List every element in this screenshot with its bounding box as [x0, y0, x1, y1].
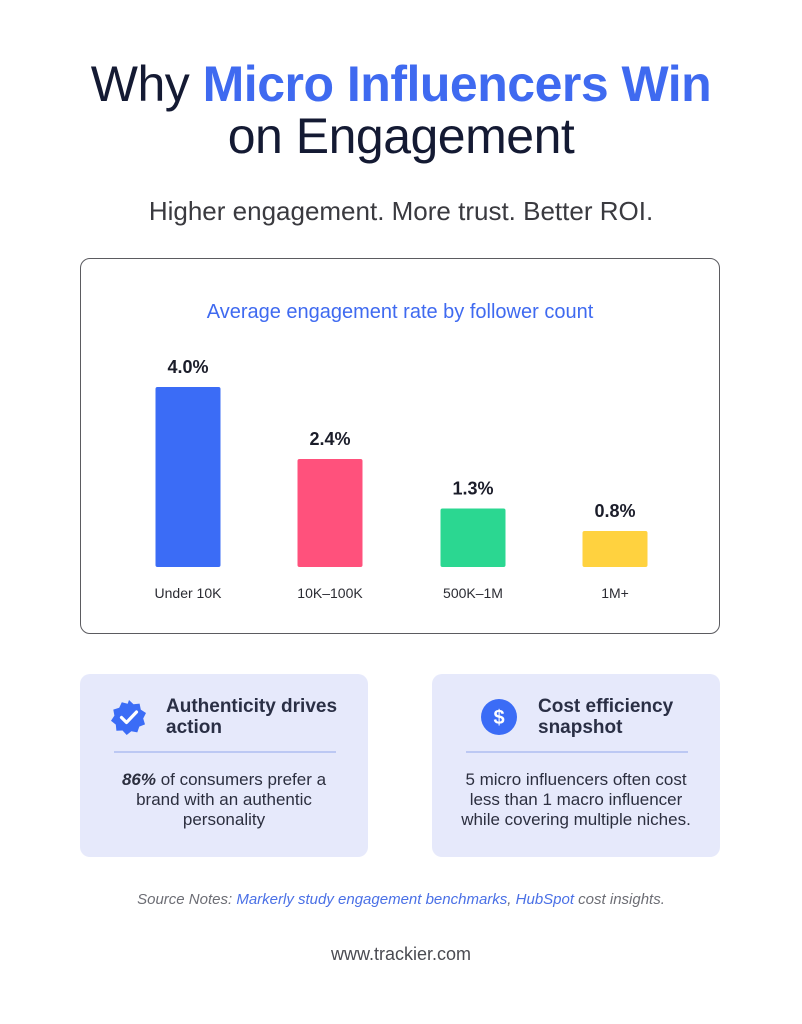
bar-3 — [582, 531, 648, 567]
bar-chart: 4.0% Under 10K 2.4% 10K–100K 1.3% 500K–1M 0.8%… — [155, 357, 648, 601]
authenticity-text: of consumers prefer a brand with an auth… — [136, 770, 327, 829]
source-link-markerly[interactable]: Markerly study engagement benchmarks — [236, 891, 508, 908]
authenticity-card: Authenticity drives action 86% of consum… — [80, 674, 368, 857]
card-divider — [114, 751, 336, 753]
value-label-0: 4.0% — [167, 357, 208, 377]
category-label-2: 500K–1M — [443, 585, 503, 601]
category-label-3: 1M+ — [601, 585, 629, 601]
value-label-1: 2.4% — [309, 429, 350, 449]
category-label-1: 10K–100K — [297, 585, 363, 601]
cost-efficiency-card: $ Cost efficiency snapshot 5 micro influ… — [432, 674, 720, 857]
value-label-2: 1.3% — [452, 479, 493, 499]
subtitle: Higher engagement. More trust. Better RO… — [148, 196, 654, 226]
card-divider — [466, 751, 688, 753]
source-notes: Source Notes: Markerly study engagement … — [0, 891, 802, 908]
bar-2 — [440, 508, 506, 567]
source-suffix: cost insights. — [574, 891, 665, 908]
verified-badge-icon — [111, 700, 146, 735]
title-accent: Micro Influencers Win — [202, 56, 712, 112]
svg-text:$: $ — [493, 707, 504, 729]
chart-title: Average engagement rate by follower coun… — [206, 301, 594, 323]
dollar-icon: $ — [481, 699, 517, 735]
source-link-hubspot[interactable]: HubSpot — [515, 891, 575, 908]
category-label-0: Under 10K — [155, 585, 223, 601]
title-line-1: Why Micro Influencers Win — [0, 58, 802, 110]
footer-url[interactable]: www.trackier.com — [330, 944, 472, 964]
source-prefix: Source Notes: — [137, 891, 237, 908]
consumer-stat: 86% — [121, 770, 156, 789]
bar-1 — [297, 459, 363, 567]
cost-efficiency-heading: Cost efficiency snapshot — [538, 696, 674, 738]
authenticity-body: 86% of consumers prefer a brand with an … — [98, 770, 350, 830]
cost-efficiency-body: 5 micro influencers often cost less than… — [461, 770, 691, 829]
title-prefix: Why — [90, 56, 190, 112]
title-line-2: on Engagement — [227, 108, 575, 164]
value-label-3: 0.8% — [594, 501, 635, 521]
authenticity-heading: Authenticity drives action — [166, 696, 338, 738]
page-title: Why Micro Influencers Win on Engagement — [0, 58, 802, 162]
chart-card: Average engagement rate by follower coun… — [80, 258, 720, 634]
source-separator: , — [507, 891, 516, 908]
bar-0 — [155, 387, 221, 567]
